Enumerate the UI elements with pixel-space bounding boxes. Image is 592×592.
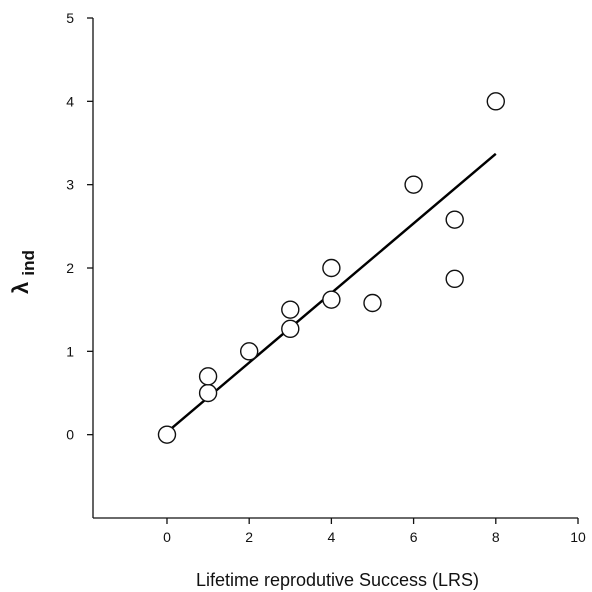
x-tick-label: 6 — [410, 529, 418, 545]
data-point — [404, 175, 423, 194]
x-tick-label: 0 — [163, 529, 171, 545]
y-axis-subscript: ind — [19, 250, 38, 276]
axis-labels: Lifetime reprodutive Success (LRS) λ ind — [8, 250, 479, 590]
data-point — [363, 293, 382, 313]
data-point — [322, 258, 341, 278]
y-axis-symbol: λ — [8, 282, 33, 294]
x-tick-label: 4 — [327, 529, 335, 545]
y-tick-label: 2 — [66, 260, 74, 276]
data-point — [198, 367, 218, 386]
x-tick-label: 2 — [245, 529, 253, 545]
data-points — [157, 92, 505, 444]
y-tick-label: 3 — [66, 177, 74, 193]
data-point — [322, 290, 341, 309]
y-tick-label: 0 — [66, 427, 74, 443]
x-axis-title: Lifetime reprodutive Success (LRS) — [196, 570, 479, 590]
y-tick-label: 4 — [66, 93, 74, 109]
y-tick-label: 1 — [66, 343, 74, 359]
data-point — [239, 342, 259, 361]
y-tick-label: 5 — [66, 10, 74, 26]
x-tick-label: 10 — [570, 529, 586, 545]
x-tick-label: 8 — [492, 529, 500, 545]
y-axis-title: λ ind — [8, 250, 38, 294]
data-point — [198, 383, 218, 403]
axes: 0 2 4 6 8 10 0 1 2 3 4 5 — [66, 10, 586, 545]
data-point — [445, 210, 464, 229]
data-point — [281, 300, 300, 319]
data-point — [157, 425, 177, 444]
data-point — [486, 92, 505, 111]
data-point — [281, 319, 300, 339]
data-point — [445, 269, 464, 289]
